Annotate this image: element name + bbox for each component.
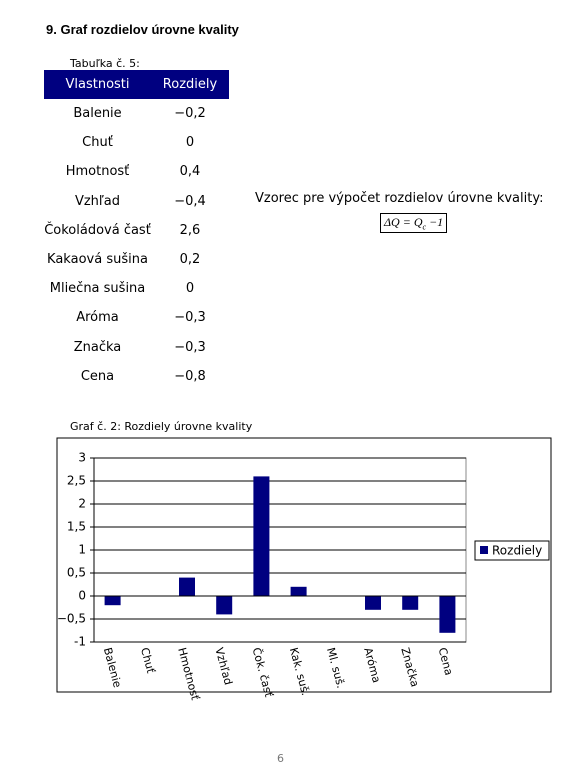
chart-frame — [56, 437, 552, 693]
table-cell: Vzhľad — [74, 193, 121, 209]
table-body: Balenie −0,2 Chuť 0 Hmotnosť 0,4 Vzhľad −0,4 Čok… — [44, 99, 229, 391]
bar — [365, 596, 381, 610]
formula-label: Vzorec pre výpočet rozdielov úrovne kval… — [255, 191, 544, 206]
table-cell: Mliečna sušina — [49, 281, 146, 297]
formula-part: −1 — [429, 215, 444, 229]
table-row: Aróma −0,3 — [44, 303, 229, 332]
chart-title: Graf č. 2: Rozdiely úrovne kvality — [70, 420, 253, 433]
header-cell: Rozdiely — [151, 70, 229, 99]
table-cell: Balenie — [73, 106, 122, 122]
legend-box — [474, 540, 550, 561]
table-cell: 0 — [185, 135, 195, 151]
x-tick-label: Kak. suš. — [287, 646, 312, 697]
bar — [253, 476, 270, 596]
chart: Graf č. 2: Rozdiely úrovne kvality -1 −0,… — [56, 420, 552, 702]
table-cell: 2,6 — [179, 222, 201, 238]
table-cell: 0,2 — [179, 252, 201, 268]
table-cell: −0,4 — [174, 193, 206, 209]
table-row: Značka −0,3 — [44, 333, 229, 362]
table-cell: −0,8 — [174, 368, 206, 384]
y-tick-label: 1,5 — [67, 520, 86, 534]
formula-part: c — [422, 222, 427, 232]
x-tick-label: Vzhľad — [212, 646, 234, 686]
y-tick-label: −0,5 — [57, 612, 86, 626]
bar — [216, 596, 233, 615]
y-tick-label: 3 — [78, 451, 86, 465]
table-cell: Aróma — [76, 310, 119, 326]
y-tick-label: 2 — [78, 497, 86, 511]
bar — [402, 596, 419, 610]
table-cell: 0 — [185, 281, 195, 297]
table-row: Kakaová sušina 0,2 — [44, 245, 229, 274]
y-tick-label: 0 — [78, 589, 86, 603]
formula-part: ΔQ — [384, 215, 400, 229]
x-tick-label: Ml. suš. — [324, 646, 347, 689]
table-caption: Tabuľka č. 5: — [70, 57, 140, 70]
y-tick-label: 0,5 — [67, 566, 86, 580]
x-tick-label: Aróma — [361, 646, 383, 684]
table-cell: −0,2 — [174, 106, 206, 122]
bar — [104, 596, 121, 606]
bar — [290, 586, 307, 596]
formula-part: Q — [413, 215, 423, 229]
table-row: Vzhľad −0,4 — [44, 187, 229, 216]
table-cell: Kakaová sušina — [47, 252, 148, 268]
formula: ΔQ = Qc −1 — [380, 213, 448, 234]
heading: 9. Graf rozdielov úrovne kvality — [46, 22, 239, 37]
x-tick-label: Cena — [436, 646, 456, 677]
legend-label: Rozdiely — [492, 544, 542, 558]
y-tick-label: 1 — [78, 543, 86, 557]
x-tick-label: Čok. časť — [250, 646, 276, 699]
table-row: Mliečna sušina 0 — [44, 274, 229, 303]
x-tick-label: Značka — [398, 646, 421, 688]
x-tick-label: Chuť — [138, 646, 157, 675]
x-tick-label: Hmotnosť — [175, 646, 202, 702]
table-row: Čokoládová časť 2,6 — [44, 216, 229, 245]
formula-part: = — [402, 215, 411, 229]
table: Vlastnosti Rozdiely Balenie −0,2 Chuť 0 Hmot… — [44, 70, 229, 391]
table-cell: Čokoládová časť — [44, 222, 151, 238]
table-cell: −0,3 — [174, 310, 206, 326]
table-row: Chuť 0 — [44, 128, 229, 157]
bar — [179, 577, 195, 596]
table-cell: Hmotnosť — [65, 164, 130, 180]
table-cell: 0,4 — [179, 164, 201, 180]
header-cell: Vlastnosti — [44, 70, 151, 99]
table-row: Hmotnosť 0,4 — [44, 157, 229, 186]
page-number: 6 — [277, 752, 284, 765]
y-tick-label: -1 — [74, 635, 86, 649]
table-cell: Chuť — [82, 135, 113, 151]
bar — [439, 596, 456, 633]
y-tick-label: 2,5 — [67, 474, 86, 488]
table-row: Balenie −0,2 — [44, 99, 229, 128]
table-row: Cena −0,8 — [44, 362, 229, 391]
table-cell: Značka — [73, 339, 122, 355]
legend-swatch — [480, 546, 488, 554]
table-cell: −0,3 — [174, 339, 206, 355]
table-cell: Cena — [80, 368, 115, 384]
x-tick-label: Balenie — [101, 646, 124, 689]
